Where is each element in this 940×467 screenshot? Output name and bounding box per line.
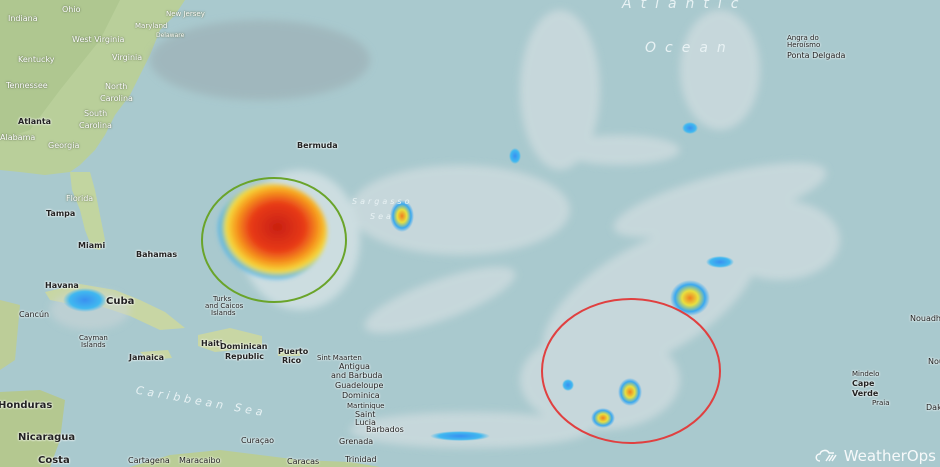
weatherops-logo: WeatherOps xyxy=(814,447,936,465)
label-republic: Republic xyxy=(225,352,264,361)
label-north-carolina: Carolina xyxy=(100,94,133,103)
label-costa: Costa xyxy=(38,455,70,466)
city-cartagena: Cartagena xyxy=(128,456,170,465)
label-cape: Cape xyxy=(852,379,875,388)
city-caracas: Caracas xyxy=(287,457,320,466)
label-dakar: Dak xyxy=(926,403,940,412)
label-kentucky: Kentucky xyxy=(18,55,55,64)
label-turks: Turks xyxy=(213,295,232,303)
label-bahamas: Bahamas xyxy=(136,250,178,259)
logo-text: WeatherOps xyxy=(843,447,936,465)
label-barbados: Barbados xyxy=(366,425,404,434)
label-grenada: Grenada xyxy=(339,437,374,446)
label-puerto: Puerto xyxy=(278,347,309,356)
label-cuba: Cuba xyxy=(106,296,135,307)
label-honduras: Honduras xyxy=(0,400,53,411)
cloud-logo-icon xyxy=(815,449,837,462)
label-trinidad: Trinidad xyxy=(345,455,377,464)
label-south-carolina: Carolina xyxy=(79,121,112,130)
label-nicaragua: Nicaragua xyxy=(18,432,76,443)
label-nouakchott: Nou xyxy=(928,357,940,366)
label-and-caicos: and Caicos xyxy=(205,302,244,310)
label-antigua: Antigua xyxy=(339,362,370,371)
city-ponta-delgada: Ponta Delgada xyxy=(787,51,846,60)
city-havana: Havana xyxy=(45,281,79,290)
label-lucia: Lucia xyxy=(355,418,376,427)
label-tennessee: Tennessee xyxy=(6,81,48,90)
label-martinique: Martinique xyxy=(347,402,385,410)
label-guadeloupe: Guadeloupe xyxy=(335,381,384,390)
label-north: North xyxy=(105,82,128,91)
label-delaware: Delaware xyxy=(156,32,185,39)
label-dominican: Dominican xyxy=(220,342,268,351)
hurricane-radar xyxy=(217,184,327,280)
label-and-barbuda: and Barbuda xyxy=(331,371,383,380)
land-south-america xyxy=(130,450,380,467)
label-alabama: Alabama xyxy=(0,133,36,142)
label-ohio: Ohio xyxy=(62,5,81,14)
label-south: South xyxy=(84,109,108,118)
city-bermuda: Bermuda xyxy=(297,141,338,150)
label-new-jersey: New Jersey xyxy=(166,10,205,18)
radar-echoes xyxy=(63,122,734,441)
label-dominica: Dominica xyxy=(342,391,380,400)
city-tampa: Tampa xyxy=(46,209,76,218)
cloud-cover xyxy=(50,10,840,448)
label-cayman-islands: Islands xyxy=(81,341,106,349)
water-label-ocean: Ocean xyxy=(645,40,735,56)
label-saint: Saint xyxy=(355,410,376,419)
city-heroismo: Heroísmo xyxy=(787,41,821,49)
label-nouadhibou: Nouadhi xyxy=(910,314,940,323)
label-virginia: Virginia xyxy=(112,53,143,62)
label-haiti: Haiti xyxy=(201,339,223,348)
city-angra-do: Angra do xyxy=(787,34,819,42)
land-hispaniola xyxy=(198,328,262,352)
storm-east-circle xyxy=(541,298,721,444)
label-caicos-islands: Islands xyxy=(211,309,236,317)
label-west-virginia: West Virginia xyxy=(72,35,125,44)
city-praia: Praia xyxy=(872,399,890,407)
city-maracaibo: Maracaibo xyxy=(179,456,221,465)
city-cancun: Cancún xyxy=(19,310,50,319)
label-florida: Florida xyxy=(66,194,94,203)
city-atlanta: Atlanta xyxy=(18,117,52,126)
label-jamaica: Jamaica xyxy=(129,353,164,362)
land-central-america xyxy=(0,300,20,370)
label-maryland: Maryland xyxy=(135,22,168,30)
land-florida xyxy=(70,172,105,250)
label-rico: Rico xyxy=(282,356,302,365)
water-label-sargasso: Sargasso xyxy=(352,197,413,206)
label-georgia: Georgia xyxy=(48,141,80,150)
label-verde: Verde xyxy=(852,389,879,398)
city-mindelo: Mindelo xyxy=(852,370,880,378)
label-sint-maarten: Sint Maarten xyxy=(317,354,362,362)
water-label-sargasso-sea: Sea xyxy=(370,212,394,221)
label-cayman: Cayman xyxy=(79,334,108,342)
water-label-atlantic: Atlantic xyxy=(622,0,748,12)
city-miami: Miami xyxy=(78,241,106,250)
storm-west-circle xyxy=(201,177,347,303)
label-curacao: Curaçao xyxy=(241,436,275,445)
label-indiana: Indiana xyxy=(8,14,38,23)
